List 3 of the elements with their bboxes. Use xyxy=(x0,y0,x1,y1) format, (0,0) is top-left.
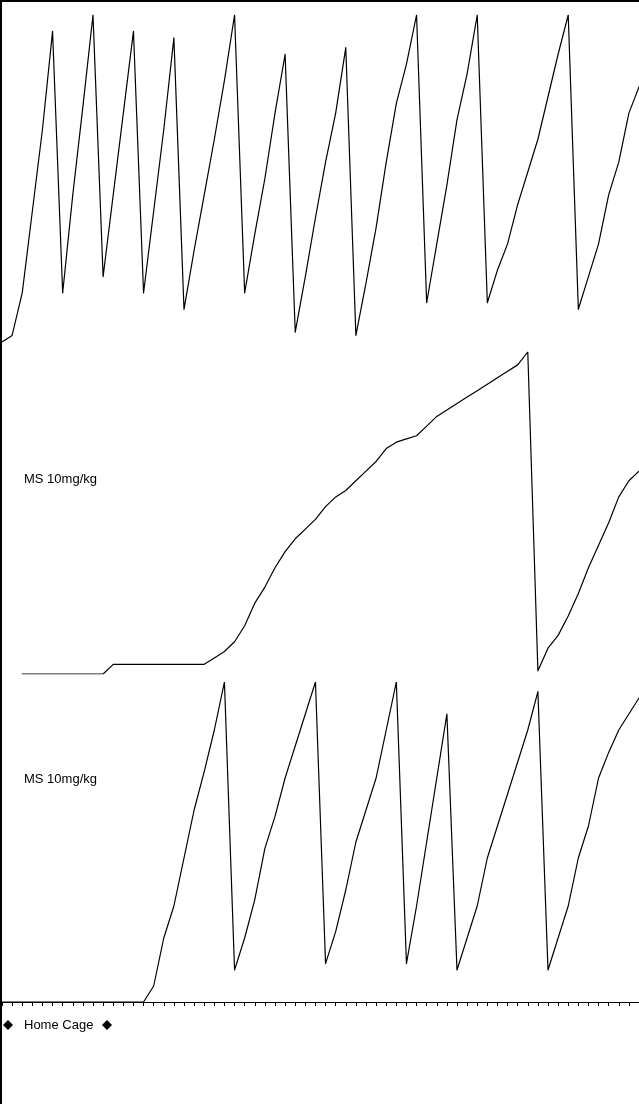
annotation: MS 10mg/kg xyxy=(24,471,97,486)
text: Home Cage xyxy=(24,1017,94,1032)
annotation: MS 10mg/kg xyxy=(24,771,97,786)
